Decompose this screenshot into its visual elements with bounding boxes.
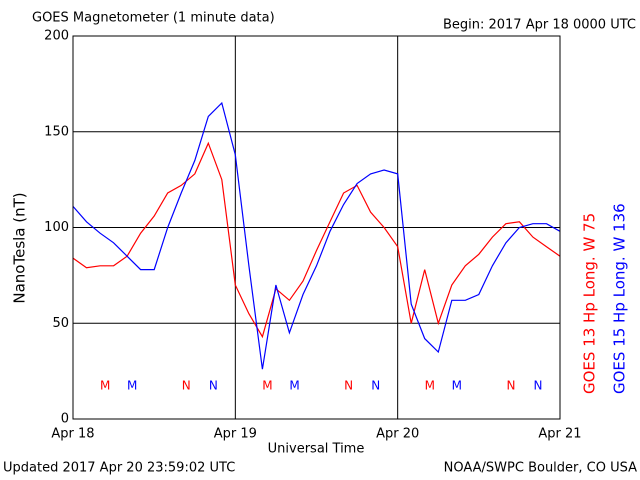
- legend-entry: GOES 13 Hp Long. W 75: [581, 213, 599, 394]
- y-tick-label: 200: [44, 29, 69, 44]
- time-marker: N: [506, 379, 515, 393]
- time-marker: M: [452, 379, 462, 393]
- x-tick-label: Apr 18: [51, 427, 94, 442]
- plot-frame: [72, 35, 561, 420]
- chart-title: GOES Magnetometer (1 minute data): [32, 11, 275, 26]
- time-marker: N: [182, 379, 191, 393]
- legend-entry: GOES 15 Hp Long. W 136: [611, 203, 629, 394]
- x-tick-label: Apr 19: [214, 427, 257, 442]
- time-marker: M: [127, 379, 137, 393]
- y-tick-label: 150: [44, 124, 69, 139]
- x-tick-label: Apr 20: [376, 427, 419, 442]
- x-tick-label: Apr 21: [538, 427, 581, 442]
- series-line: [72, 141, 561, 339]
- chart-subtitle: Begin: 2017 Apr 18 0000 UTC: [443, 18, 636, 33]
- time-marker: M: [289, 379, 299, 393]
- time-marker: N: [344, 379, 353, 393]
- time-marker: N: [209, 379, 218, 393]
- y-tick-label: 100: [44, 220, 69, 235]
- footer-right: NOAA/SWPC Boulder, CO USA: [444, 461, 637, 476]
- time-marker: M: [262, 379, 272, 393]
- y-tick-label: 50: [52, 316, 69, 331]
- y-axis-label: NanoTesla (nT): [11, 192, 29, 303]
- y-tick-label: 0: [61, 412, 69, 427]
- time-marker: N: [371, 379, 380, 393]
- series-line: [72, 101, 561, 370]
- time-marker: M: [425, 379, 435, 393]
- footer-left: Updated 2017 Apr 20 23:59:02 UTC: [3, 461, 235, 476]
- time-marker: N: [534, 379, 543, 393]
- time-marker: M: [100, 379, 110, 393]
- x-axis-label: Universal Time: [268, 442, 365, 457]
